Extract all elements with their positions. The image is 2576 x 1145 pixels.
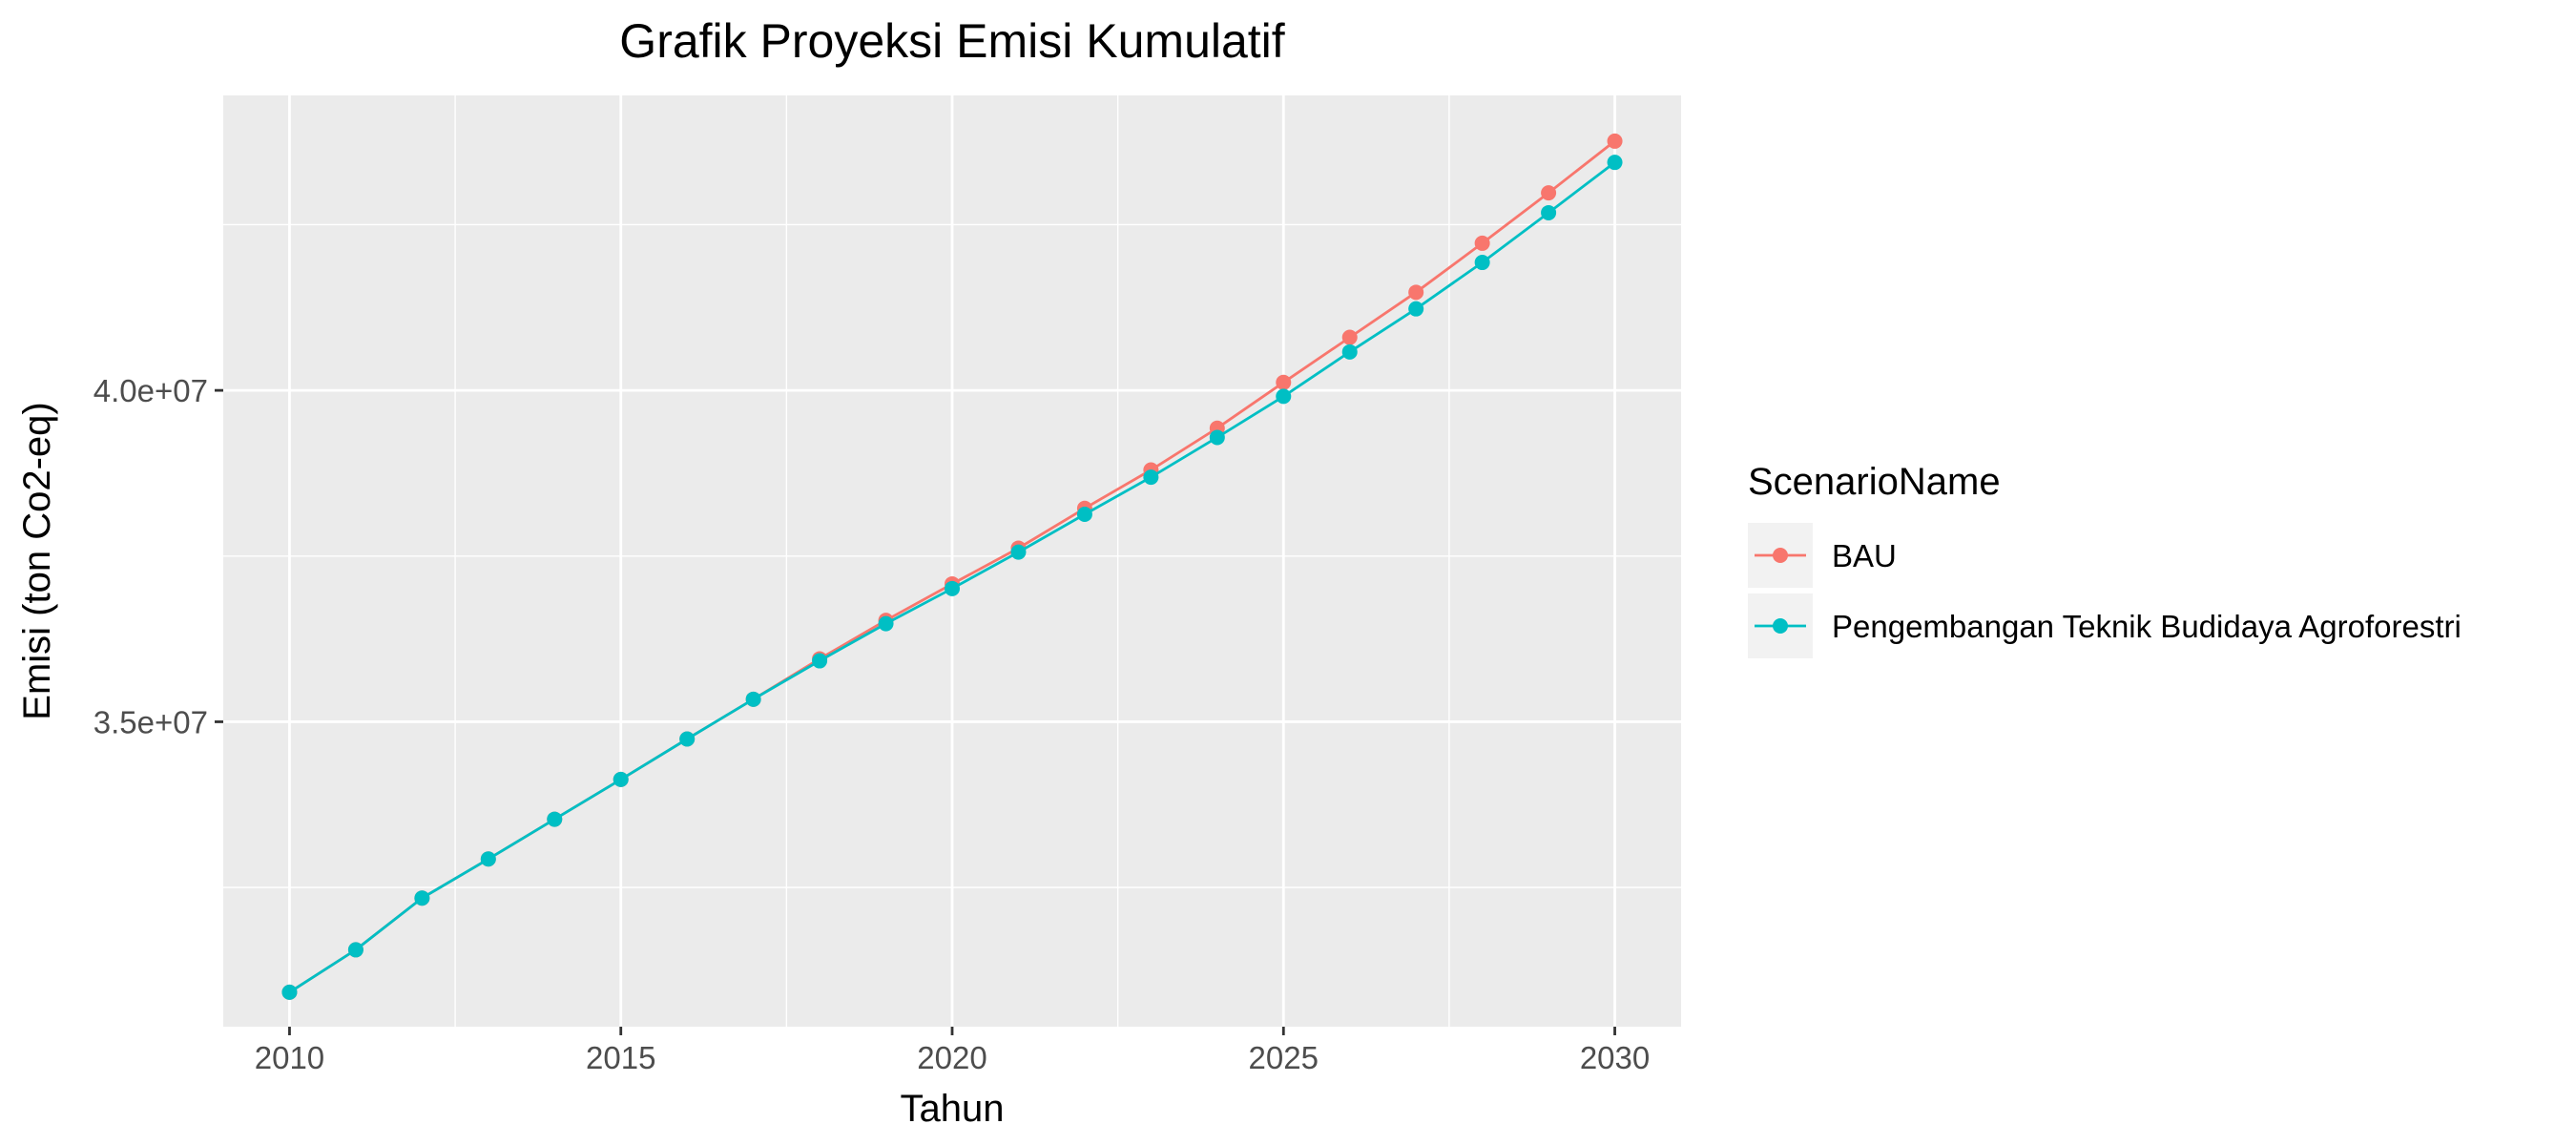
data-point	[1209, 429, 1225, 446]
data-point	[1541, 204, 1557, 220]
x-tick-label: 2030	[1580, 1040, 1650, 1075]
legend-title: ScenarioName	[1748, 461, 2001, 503]
data-point	[1341, 344, 1358, 360]
legend: ScenarioName BAU Pengembangan Teknik Budi…	[1748, 461, 2462, 658]
data-point	[1276, 374, 1292, 390]
data-point	[414, 890, 430, 906]
x-axis-label: Tahun	[901, 1088, 1005, 1130]
data-point	[1341, 329, 1358, 345]
data-point	[281, 984, 298, 1000]
chart-title: Grafik Proyeksi Emisi Kumulatif	[619, 14, 1284, 68]
legend-items: BAU Pengembangan Teknik Budidaya Agrofore…	[1748, 523, 2462, 658]
legend-label: Pengembangan Teknik Budidaya Agroforestr…	[1832, 609, 2462, 644]
data-point	[1607, 155, 1623, 171]
data-point	[547, 811, 563, 827]
data-point	[1474, 235, 1490, 251]
data-point	[347, 942, 364, 958]
data-point	[1076, 507, 1092, 523]
legend-key-point	[1773, 618, 1788, 634]
data-point	[1010, 544, 1027, 560]
series-layer	[281, 133, 1623, 1000]
x-tick-label: 2010	[255, 1040, 324, 1075]
data-point	[1276, 388, 1292, 405]
legend-key-point	[1773, 548, 1788, 563]
data-point	[679, 731, 696, 747]
y-tick-label: 4.0e+07	[93, 373, 208, 408]
x-tick-label: 2015	[586, 1040, 655, 1075]
data-point	[1143, 469, 1159, 486]
data-point	[812, 653, 828, 669]
axis-ticks	[215, 388, 1616, 1035]
major-gridlines	[223, 95, 1681, 1027]
data-point	[1408, 301, 1424, 317]
data-point	[878, 615, 894, 632]
y-axis-label: Emisi (ton Co2-eq)	[16, 402, 58, 719]
data-point	[1408, 284, 1424, 301]
data-point	[1607, 133, 1623, 149]
x-tick-label: 2025	[1249, 1040, 1319, 1075]
data-point	[945, 580, 960, 596]
data-point	[1474, 255, 1490, 271]
y-tick-label: 3.5e+07	[93, 704, 208, 739]
axis-tick-labels: 2010 2015 2020 2025 2030 3.5e+07 4.0e+07	[93, 373, 1650, 1075]
legend-label: BAU	[1832, 538, 1897, 573]
data-point	[745, 691, 761, 707]
x-tick-label: 2020	[917, 1040, 987, 1075]
data-point	[1541, 185, 1557, 201]
data-point	[480, 851, 496, 867]
data-point	[613, 771, 629, 787]
